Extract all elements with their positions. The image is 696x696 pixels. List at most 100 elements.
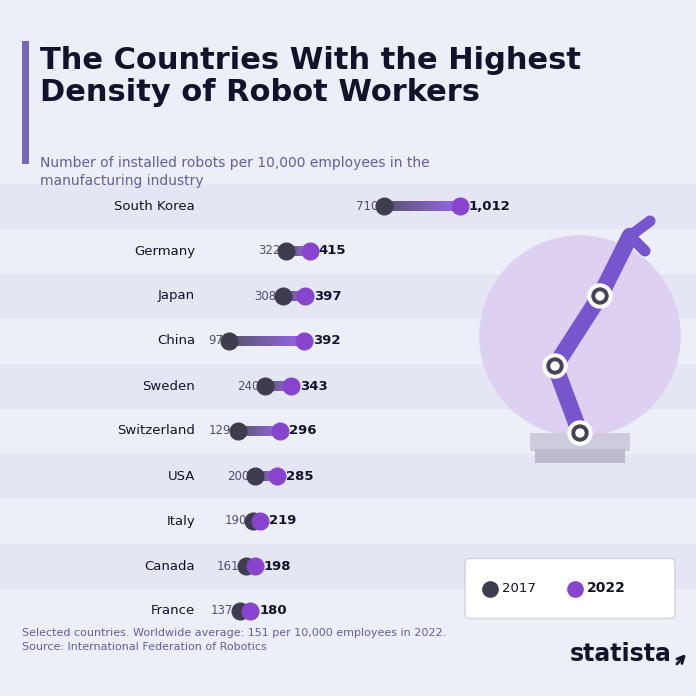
Bar: [442, 201, 443, 211]
Bar: [409, 201, 410, 211]
Bar: [239, 336, 241, 346]
Bar: [255, 336, 256, 346]
Bar: [445, 201, 447, 211]
Bar: [294, 336, 295, 346]
Text: 137: 137: [211, 605, 234, 617]
Bar: [250, 336, 251, 346]
Bar: [283, 336, 284, 346]
Bar: [530, 433, 630, 451]
Bar: [441, 201, 442, 211]
Text: 308: 308: [255, 290, 276, 303]
Text: Italy: Italy: [166, 514, 195, 528]
Bar: [264, 336, 266, 346]
Bar: [400, 201, 401, 211]
Text: 198: 198: [264, 560, 292, 573]
Bar: [270, 336, 271, 346]
Bar: [290, 336, 291, 346]
Bar: [417, 201, 418, 211]
Bar: [247, 336, 248, 346]
Bar: [272, 336, 273, 346]
Bar: [398, 201, 399, 211]
Bar: [0, 498, 696, 544]
Bar: [252, 336, 253, 346]
Bar: [285, 336, 286, 346]
Bar: [427, 201, 429, 211]
Text: Selected countries. Worldwide average: 151 per 10,000 employees in 2022.
Source:: Selected countries. Worldwide average: 1…: [22, 628, 446, 652]
Text: 392: 392: [313, 335, 340, 347]
Bar: [426, 201, 427, 211]
Bar: [297, 336, 298, 346]
Bar: [260, 336, 261, 346]
Bar: [449, 201, 450, 211]
Bar: [0, 409, 696, 454]
Bar: [237, 336, 238, 346]
Bar: [397, 201, 398, 211]
Bar: [437, 201, 438, 211]
Bar: [416, 201, 417, 211]
Bar: [436, 201, 437, 211]
Bar: [459, 201, 460, 211]
Bar: [0, 589, 696, 633]
Bar: [296, 336, 297, 346]
Bar: [405, 201, 406, 211]
Text: statista: statista: [570, 642, 672, 666]
Bar: [0, 454, 696, 498]
Bar: [450, 201, 452, 211]
Bar: [453, 201, 454, 211]
Bar: [422, 201, 423, 211]
Text: Canada: Canada: [144, 560, 195, 573]
Bar: [429, 201, 431, 211]
Circle shape: [596, 292, 604, 300]
Bar: [448, 201, 449, 211]
Bar: [396, 201, 397, 211]
Bar: [386, 201, 387, 211]
Bar: [299, 336, 300, 346]
Bar: [286, 336, 287, 346]
Bar: [439, 201, 440, 211]
Bar: [413, 201, 414, 211]
Bar: [251, 336, 252, 346]
Bar: [0, 319, 696, 363]
Bar: [242, 336, 244, 346]
Circle shape: [480, 236, 680, 436]
Bar: [457, 201, 458, 211]
FancyBboxPatch shape: [465, 558, 675, 619]
Text: 200: 200: [227, 470, 249, 482]
Bar: [269, 336, 270, 346]
Bar: [390, 201, 392, 211]
Bar: [440, 201, 441, 211]
Bar: [253, 336, 255, 346]
Bar: [455, 201, 456, 211]
Bar: [399, 201, 400, 211]
Bar: [0, 274, 696, 319]
Bar: [402, 201, 403, 211]
Text: 322: 322: [258, 244, 280, 258]
Bar: [423, 201, 424, 211]
Bar: [275, 336, 276, 346]
Bar: [278, 336, 280, 346]
Circle shape: [572, 425, 588, 441]
Bar: [245, 336, 246, 346]
Text: 161: 161: [217, 560, 239, 573]
Bar: [241, 336, 242, 346]
Bar: [263, 336, 264, 346]
Bar: [274, 336, 275, 346]
Bar: [266, 336, 267, 346]
Bar: [288, 336, 289, 346]
Bar: [291, 336, 292, 346]
Bar: [236, 336, 237, 346]
Bar: [458, 201, 459, 211]
Text: South Korea: South Korea: [114, 200, 195, 212]
Bar: [535, 449, 625, 463]
Circle shape: [547, 358, 563, 374]
Text: 180: 180: [260, 605, 287, 617]
Bar: [295, 336, 296, 346]
Bar: [0, 184, 696, 228]
Bar: [411, 201, 413, 211]
Text: Sweden: Sweden: [142, 379, 195, 393]
Text: Japan: Japan: [158, 290, 195, 303]
Bar: [0, 363, 696, 409]
Text: 285: 285: [286, 470, 313, 482]
Bar: [403, 201, 404, 211]
Bar: [302, 336, 303, 346]
